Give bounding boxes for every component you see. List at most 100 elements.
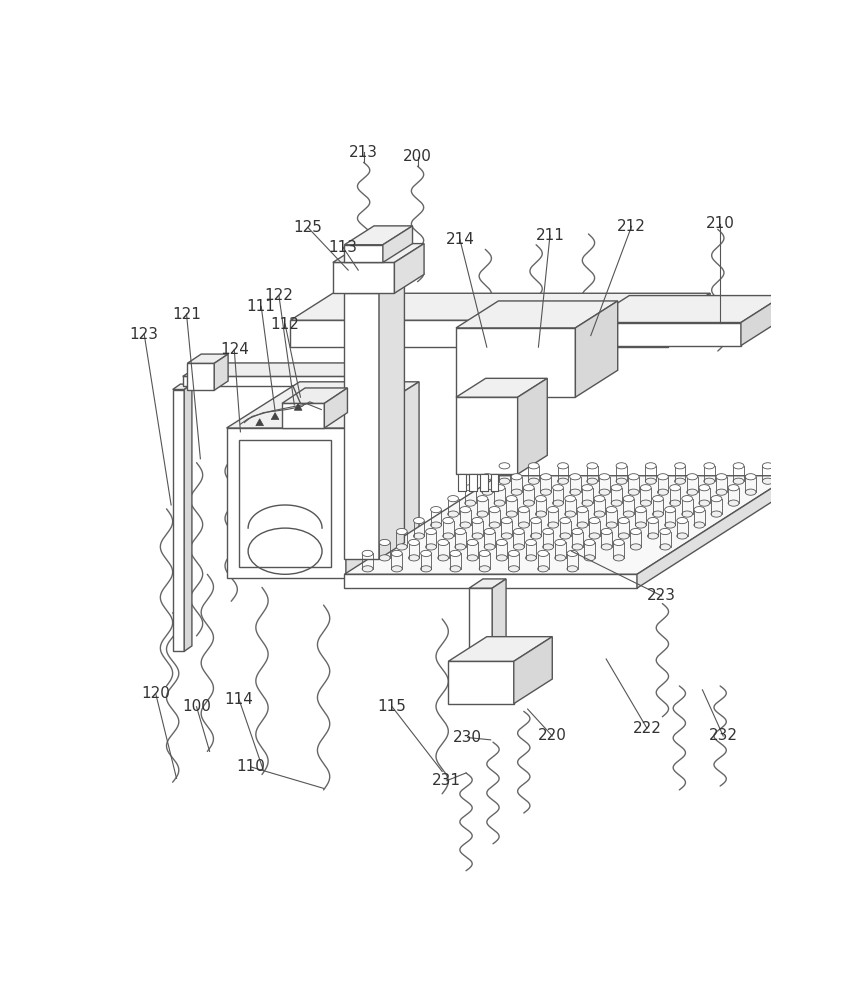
Ellipse shape xyxy=(535,496,546,502)
Ellipse shape xyxy=(472,533,483,539)
Ellipse shape xyxy=(694,507,704,513)
Ellipse shape xyxy=(572,544,582,550)
Ellipse shape xyxy=(560,517,570,524)
Ellipse shape xyxy=(653,496,663,502)
Ellipse shape xyxy=(763,463,773,469)
Ellipse shape xyxy=(362,566,373,572)
Ellipse shape xyxy=(450,550,460,557)
Text: 211: 211 xyxy=(535,228,564,243)
Ellipse shape xyxy=(528,463,539,469)
Ellipse shape xyxy=(413,533,424,539)
Polygon shape xyxy=(379,277,405,559)
Polygon shape xyxy=(183,376,348,386)
Ellipse shape xyxy=(548,522,558,528)
Polygon shape xyxy=(227,382,419,428)
Ellipse shape xyxy=(589,517,600,524)
Ellipse shape xyxy=(682,496,692,502)
Polygon shape xyxy=(346,382,419,578)
Ellipse shape xyxy=(618,533,629,539)
Ellipse shape xyxy=(526,539,536,546)
Ellipse shape xyxy=(660,528,671,535)
Ellipse shape xyxy=(686,474,698,480)
Ellipse shape xyxy=(716,489,727,495)
Ellipse shape xyxy=(497,539,507,546)
Text: 111: 111 xyxy=(247,299,276,314)
Ellipse shape xyxy=(686,489,698,495)
Ellipse shape xyxy=(472,517,483,524)
Ellipse shape xyxy=(552,485,564,491)
Ellipse shape xyxy=(641,485,651,491)
Ellipse shape xyxy=(616,463,627,469)
Ellipse shape xyxy=(380,555,390,561)
Ellipse shape xyxy=(465,500,476,506)
Ellipse shape xyxy=(409,555,419,561)
Ellipse shape xyxy=(570,474,581,480)
Polygon shape xyxy=(173,389,184,651)
Ellipse shape xyxy=(509,550,519,557)
Ellipse shape xyxy=(670,500,680,506)
Ellipse shape xyxy=(572,528,582,535)
Polygon shape xyxy=(227,428,346,578)
Ellipse shape xyxy=(616,478,627,484)
Text: 223: 223 xyxy=(647,588,676,603)
Ellipse shape xyxy=(674,463,685,469)
Ellipse shape xyxy=(450,566,460,572)
Ellipse shape xyxy=(477,511,488,517)
Ellipse shape xyxy=(594,511,605,517)
Text: 100: 100 xyxy=(182,699,211,714)
Text: 114: 114 xyxy=(224,692,253,707)
Ellipse shape xyxy=(733,463,744,469)
Polygon shape xyxy=(256,419,264,426)
Ellipse shape xyxy=(728,485,739,491)
Ellipse shape xyxy=(584,539,595,546)
Ellipse shape xyxy=(426,544,436,550)
Polygon shape xyxy=(480,474,488,491)
Ellipse shape xyxy=(484,544,495,550)
Ellipse shape xyxy=(557,478,569,484)
Ellipse shape xyxy=(467,555,478,561)
Ellipse shape xyxy=(624,511,634,517)
Ellipse shape xyxy=(531,517,541,524)
Text: 122: 122 xyxy=(265,288,294,303)
Polygon shape xyxy=(490,474,498,491)
Ellipse shape xyxy=(716,474,727,480)
Ellipse shape xyxy=(518,522,529,528)
Ellipse shape xyxy=(601,528,612,535)
Ellipse shape xyxy=(665,507,675,513)
Ellipse shape xyxy=(518,507,529,513)
Polygon shape xyxy=(459,474,466,491)
Ellipse shape xyxy=(540,474,551,480)
Ellipse shape xyxy=(413,517,424,524)
Ellipse shape xyxy=(396,544,407,550)
Polygon shape xyxy=(187,363,214,390)
Ellipse shape xyxy=(396,528,407,535)
Ellipse shape xyxy=(509,566,519,572)
Polygon shape xyxy=(469,588,492,661)
Ellipse shape xyxy=(442,533,454,539)
Ellipse shape xyxy=(442,517,454,524)
Ellipse shape xyxy=(648,517,658,524)
Ellipse shape xyxy=(584,555,595,561)
Ellipse shape xyxy=(587,478,598,484)
Ellipse shape xyxy=(526,555,536,561)
Ellipse shape xyxy=(477,496,488,502)
Ellipse shape xyxy=(677,533,687,539)
Ellipse shape xyxy=(631,544,642,550)
Ellipse shape xyxy=(380,539,390,546)
Ellipse shape xyxy=(645,478,656,484)
Ellipse shape xyxy=(645,463,656,469)
Ellipse shape xyxy=(548,507,558,513)
Polygon shape xyxy=(456,301,618,328)
Ellipse shape xyxy=(582,500,593,506)
Ellipse shape xyxy=(606,522,617,528)
Polygon shape xyxy=(741,296,783,346)
Text: 222: 222 xyxy=(632,721,661,736)
Ellipse shape xyxy=(577,507,588,513)
Polygon shape xyxy=(344,277,405,293)
Ellipse shape xyxy=(557,463,569,469)
Polygon shape xyxy=(448,661,514,704)
Text: 210: 210 xyxy=(706,216,734,231)
Polygon shape xyxy=(518,378,547,474)
Polygon shape xyxy=(344,293,379,559)
Polygon shape xyxy=(184,384,192,651)
